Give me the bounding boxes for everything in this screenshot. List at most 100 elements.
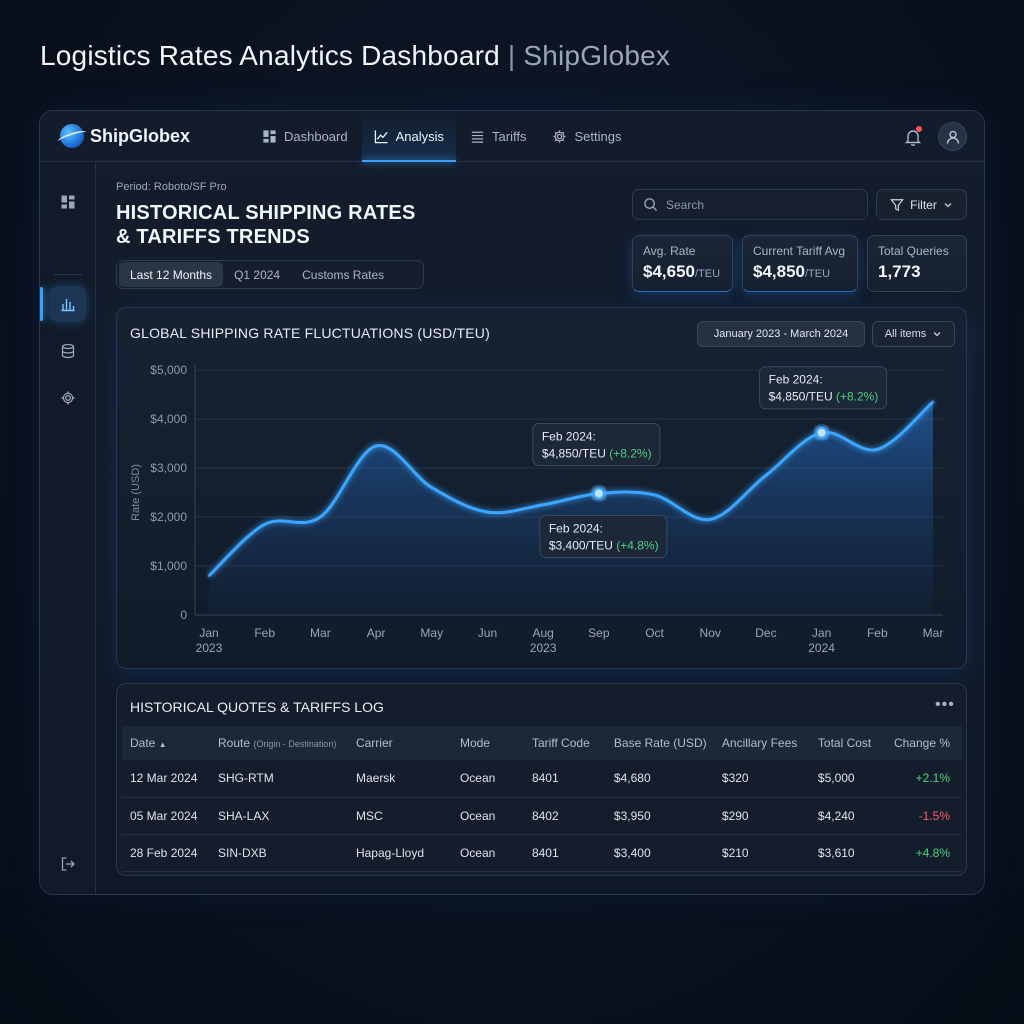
column-date[interactable]: Date ▲ [122,726,210,760]
column-mode[interactable]: Mode [459,736,490,750]
sidebar-item-dashboard[interactable] [50,184,86,220]
cell-total: $5,000 [809,760,886,798]
annotation-box [532,422,661,466]
page-title-text: Logistics Rates Analytics Dashboard [40,40,500,71]
column-ancillary[interactable]: Ancillary Fees [721,736,798,750]
column-carrier[interactable]: Carrier [355,736,393,750]
x-tick-label: Aug [532,626,553,640]
cell-date: 05 Mar 2024 [122,797,210,835]
cell-change: -1.5% [885,797,962,835]
segment-customs-rates[interactable]: Customs Rates [302,267,385,282]
data-point [430,486,434,490]
more-horizontal-icon[interactable]: ••• [935,696,955,713]
sort-up-icon: ▲ [158,740,167,749]
area-fill [209,401,933,615]
column-route[interactable]: Route (Origin - Destination) [210,726,348,760]
nav-settings[interactable]: Settings [540,111,633,162]
x-tick-label: Sep [588,626,610,640]
column-date-label: Date [130,736,156,750]
x-tick-label: Feb [254,626,275,640]
top-bar: ShipGlobex Dashboard Analysis Tariffs Se… [40,111,984,162]
x-tick-label: Jan [199,626,218,640]
cell-carrier: Maersk [347,760,452,798]
data-point [263,522,267,526]
annotation-box [539,514,668,558]
x-tick-year-label: 2024 [808,641,835,655]
data-point [931,400,935,404]
nav-dashboard[interactable]: Dashboard [250,111,360,162]
quotes-table: Date ▲ Route (Origin - Destination) Carr… [122,726,962,872]
stat-unit: /TEU [695,268,721,280]
gear-icon [61,391,75,405]
segment-last-12-months[interactable]: Last 12 Months [119,262,224,287]
search-box [632,189,868,220]
x-tick-label: Jun [478,626,497,640]
cell-route: SIN-DXB [209,834,348,872]
y-axis-label: Rate (USD) [130,464,142,521]
column-tariff-code[interactable]: Tariff Code [531,736,590,750]
stat-value-number: $4,650 [643,262,695,281]
date-range-pill[interactable]: January 2023 - March 2024 [697,321,865,347]
nav-analysis[interactable]: Analysis [361,111,457,162]
table-header-row: Date ▲ Route (Origin - Destination) Carr… [122,726,962,760]
segment-q1-2024[interactable]: Q1 2024 [234,267,281,282]
column-total[interactable]: Total Cost [817,736,872,750]
notification-dot [916,126,922,132]
cell-mode: Ocean [451,760,524,798]
rate-chart-card: 0 $1,000 $2,000 $3,000 $4,000 $5,000 Rate (USD… [116,307,967,669]
x-tick-label: Nov [700,626,721,640]
main-nav: Dashboard Analysis Tariffs Settings [250,111,635,162]
stat-unit: /TEU [805,268,831,280]
items-dropdown[interactable]: All items [872,321,955,347]
x-tick-label: Dec [755,626,776,640]
data-point [764,473,768,477]
database-icon [61,343,75,359]
cell-tariff-code: 8401 [523,834,606,872]
bell-icon[interactable] [903,127,923,147]
x-tick-label: Mar [923,626,944,640]
cell-ancillary: $290 [713,797,810,835]
annotation-value: $3,400/TEU (+4.8%) [549,538,659,552]
cell-date: 28 Feb 2024 [122,834,210,872]
chart-annotation: Feb 2024: $4,850/TEU (+8.2%) [759,366,888,410]
filter-button[interactable]: Filter [876,189,967,220]
sidebar-item-database[interactable] [50,333,86,369]
stat-label: Avg. Rate [643,244,696,258]
nav-tariffs[interactable]: Tariffs [458,111,538,162]
y-tick-label: $3,000 [150,461,187,475]
stat-value: $4,650/TEU [643,262,722,282]
x-tick-year-label: 2023 [196,641,223,655]
sidebar-divider [54,274,82,275]
chevron-down-icon [944,202,952,207]
avatar[interactable] [938,122,967,151]
sidebar-item-logout[interactable] [50,846,86,882]
table-row[interactable]: 05 Mar 2024 SHA-LAX MSC Ocean 8402 $3,95… [122,797,962,835]
column-change[interactable]: Change % [893,736,950,750]
annotation-title: Feb 2024: [549,521,603,535]
x-tick-label: May [420,626,443,640]
chevron-down-icon [933,332,941,337]
y-tick-label: $1,000 [150,559,187,573]
stat-value-number: $4,850 [753,262,805,281]
items-dropdown-label: All items [884,328,927,340]
search-input[interactable] [666,197,846,212]
sidebar-item-analytics[interactable] [50,286,86,322]
nav-settings-label: Settings [574,129,622,144]
column-route-sub: (Origin - Destination) [253,739,337,749]
column-base-rate[interactable]: Base Rate (USD) [613,736,707,750]
cell-base-rate: $3,950 [605,797,714,835]
filter-label: Filter [910,197,937,212]
x-tick-label: Mar [310,626,331,640]
sidebar-item-settings[interactable] [50,380,86,416]
bar-chart-icon [61,299,75,312]
x-tick-label: Feb [867,626,888,640]
nav-dashboard-label: Dashboard [284,129,348,144]
main-heading-line1: HISTORICAL SHIPPING RATES [116,202,416,224]
y-tick-label: 0 [180,608,187,622]
sidebar [40,162,96,894]
app-logo[interactable]: ShipGlobex [60,124,190,148]
grid-icon [61,195,75,209]
table-row[interactable]: 12 Mar 2024 SHG-RTM Maersk Ocean 8401 $4… [122,760,962,798]
stat-value: 1,773 [878,262,956,282]
table-row[interactable]: 28 Feb 2024 SIN-DXB Hapag-Lloyd Ocean 84… [122,834,962,872]
